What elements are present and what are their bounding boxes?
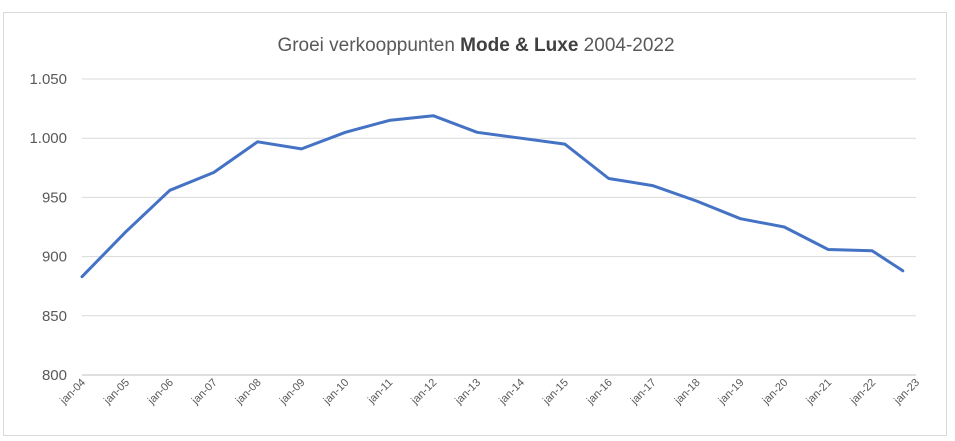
- x-tick-label: jan-07: [189, 377, 220, 408]
- x-tick-label: jan-10: [321, 377, 352, 408]
- x-tick-label: jan-23: [891, 377, 922, 408]
- x-axis-ticks: jan-04 jan-05 jan-06 jan-07 jan-08 jan-09 jan-…: [57, 377, 922, 408]
- x-tick-label: jan-17: [628, 377, 659, 408]
- series-line: [80, 114, 905, 279]
- chart-title-bold: Mode & Luxe: [460, 35, 578, 56]
- y-tick-label: 900: [42, 249, 67, 266]
- y-tick-label: 850: [42, 308, 67, 325]
- x-tick-label: jan-16: [584, 377, 615, 408]
- grid-layer: [82, 78, 916, 376]
- x-tick-label: jan-18: [672, 377, 703, 408]
- chart-title-prefix: Groei verkooppunten: [277, 35, 460, 56]
- y-tick-label: 1.050: [29, 71, 67, 88]
- x-tick-label: jan-20: [760, 377, 791, 408]
- series-layer: [80, 114, 905, 279]
- y-axis-ticks: 800 850 900 950 1.000 1.050: [29, 71, 67, 384]
- x-tick-label: jan-19: [716, 377, 747, 408]
- x-tick-label: jan-09: [277, 377, 308, 408]
- x-tick-label: jan-08: [233, 377, 264, 408]
- y-tick-label: 950: [42, 189, 67, 206]
- x-tick-label: jan-15: [540, 377, 571, 408]
- x-tick-label: jan-06: [145, 377, 176, 408]
- x-tick-label: jan-05: [101, 377, 132, 408]
- x-tick-label: jan-11: [365, 377, 395, 407]
- x-tick-label: jan-22: [847, 377, 878, 408]
- x-tick-label: jan-12: [408, 377, 439, 408]
- x-tick-label: jan-21: [804, 377, 835, 408]
- line-chart: Groei verkooppunten Mode & Luxe 2004-202…: [29, 35, 922, 408]
- chart-title-suffix: 2004-2022: [578, 35, 674, 56]
- y-tick-label: 1.000: [29, 130, 67, 147]
- chart-title: Groei verkooppunten Mode & Luxe 2004-202…: [277, 35, 674, 56]
- x-tick-label: jan-13: [452, 377, 483, 408]
- x-tick-label: jan-14: [496, 377, 527, 408]
- chart-frame: Groei verkooppunten Mode & Luxe 2004-202…: [3, 12, 947, 436]
- y-tick-label: 800: [42, 367, 67, 384]
